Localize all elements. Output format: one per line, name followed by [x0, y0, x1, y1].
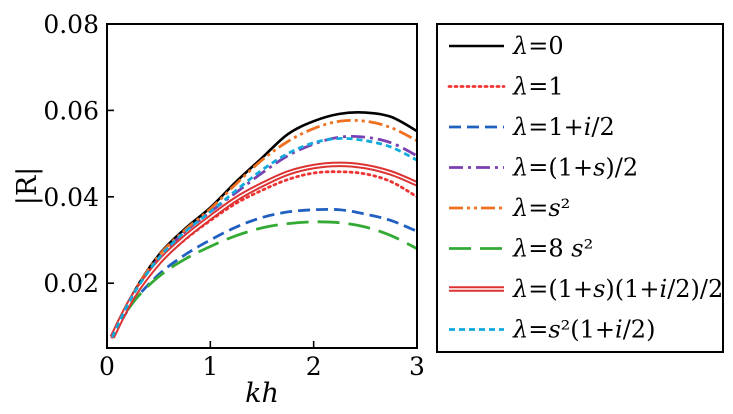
legend-entry-8: λ=s²(1+i/2) — [449, 316, 655, 344]
series-1-line — [110, 111, 417, 338]
legend-entry-1-label: λ=0 — [512, 32, 564, 60]
legend-entry-8-label: λ=s²(1+i/2) — [512, 316, 655, 344]
legend-entry-1: λ=0 — [449, 32, 564, 60]
legend-entry-2: λ=1 — [447, 73, 564, 101]
legend-entry-5: λ=s² — [449, 194, 570, 222]
y-tick-label-1: 0.04 — [43, 183, 99, 212]
x-tick-label-2: 2 — [306, 352, 322, 381]
legend-box — [436, 23, 724, 353]
axis-ticks: 0 1 2 3 0.02 0.04 0.06 0.08 — [43, 10, 425, 381]
legend-entry-6-label: λ=8 s² — [512, 235, 593, 263]
legend-entry-2-label: λ=1 — [512, 73, 564, 101]
y-tick-label-2: 0.06 — [43, 96, 99, 125]
series-5-line — [110, 118, 417, 338]
x-tick-label-1: 1 — [202, 352, 218, 381]
x-tick-label-0: 0 — [99, 352, 115, 381]
legend-entry-7: λ=(1+s)(1+i/2)/2 — [449, 275, 723, 303]
legend-entry-3-label: λ=1+i/2 — [512, 113, 615, 141]
series-8-line — [110, 137, 417, 338]
legend-entry-4-label: λ=(1+s)/2 — [512, 154, 638, 182]
x-tick-label-3: 3 — [409, 352, 425, 381]
legend: λ=0 λ=1 λ=1+i/2 λ=(1+s)/2 λ=s² λ=8 s² λ=(1+s)(… — [447, 32, 723, 344]
legend-entry-5-label: λ=s² — [512, 194, 570, 222]
legend-entry-6: λ=8 s² — [449, 235, 593, 263]
plot-frame — [106, 23, 418, 349]
series-3-line — [110, 207, 417, 338]
legend-entry-4: λ=(1+s)/2 — [449, 154, 638, 182]
series-6-line — [110, 220, 417, 338]
x-axis-title: kh — [245, 378, 279, 409]
legend-entry-7-label: λ=(1+s)(1+i/2)/2 — [512, 275, 723, 303]
y-tick-label-3: 0.08 — [43, 10, 99, 39]
y-tick-label-0: 0.02 — [43, 269, 99, 298]
series-7-line-inner — [111, 163, 417, 338]
legend-entry-3: λ=1+i/2 — [449, 113, 615, 141]
y-axis-title: |R| — [12, 167, 43, 206]
